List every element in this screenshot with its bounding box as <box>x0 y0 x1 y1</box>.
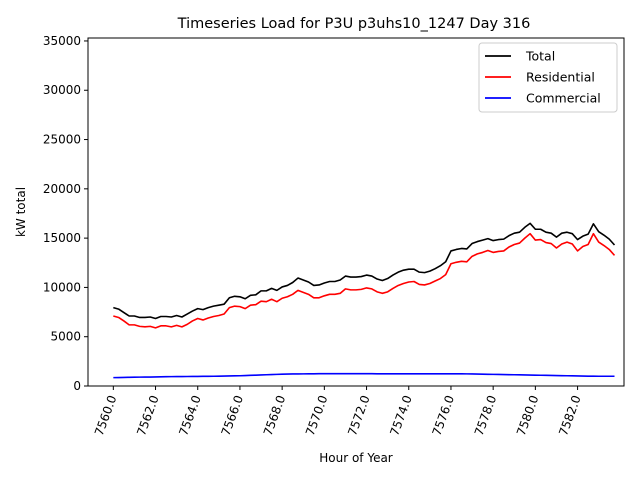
y-tick-label: 25000 <box>43 133 81 147</box>
legend-label-commercial: Commercial <box>526 91 601 106</box>
y-tick-label: 35000 <box>43 34 81 48</box>
y-tick-label: 15000 <box>43 231 81 245</box>
legend-label-residential: Residential <box>526 70 595 85</box>
y-tick-label: 0 <box>73 379 81 393</box>
x-axis-label: Hour of Year <box>319 451 393 465</box>
y-tick-label: 30000 <box>43 83 81 97</box>
y-ticks: 0 5000 10000 15000 20000 25000 30000 35000 <box>43 34 88 393</box>
y-tick-label: 5000 <box>50 330 81 344</box>
legend: Total Residential Commercial <box>478 42 618 113</box>
y-tick-label: 10000 <box>43 280 81 294</box>
legend-box <box>478 42 618 113</box>
series-line-residential <box>113 232 616 329</box>
y-tick-label: 20000 <box>43 182 81 196</box>
series-layer <box>113 222 616 379</box>
legend-label-total: Total <box>525 49 555 64</box>
axes-frame <box>87 37 625 387</box>
chart-title: Timeseries Load for P3U p3uhs10_1247 Day… <box>177 16 531 32</box>
series-line-total <box>113 222 616 320</box>
y-axis-label: kW total <box>14 187 28 237</box>
axes-layer <box>87 37 625 387</box>
series-line-commercial <box>113 372 615 379</box>
